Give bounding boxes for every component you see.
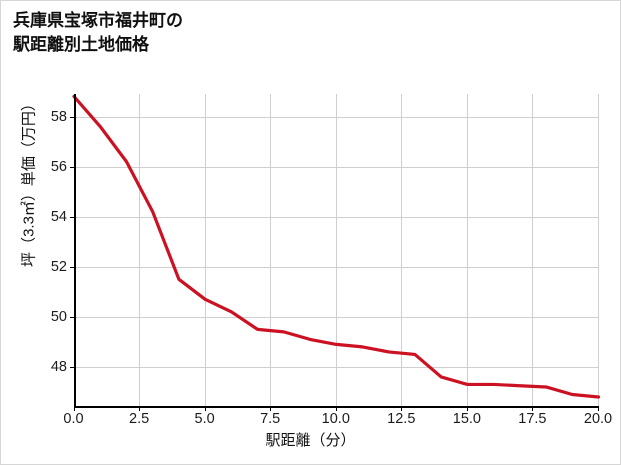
gridline-vertical	[532, 94, 534, 407]
y-tick-mark	[69, 166, 74, 168]
x-tick-mark	[270, 407, 272, 411]
x-tick-mark	[73, 407, 75, 411]
gridline-horizontal	[73, 216, 598, 218]
page-title: 兵庫県宝塚市福井町の 駅距離別土地価格	[13, 11, 183, 55]
y-tick-label: 48	[50, 358, 67, 375]
x-tick-mark	[204, 407, 206, 411]
gridline-vertical	[139, 94, 141, 407]
y-tick-label: 54	[50, 208, 67, 225]
x-tick-mark	[466, 407, 468, 411]
plot-background	[73, 94, 598, 407]
x-tick-label: 0.0	[63, 411, 84, 427]
x-tick-label: 2.5	[129, 411, 150, 427]
x-tick-mark	[139, 407, 141, 411]
x-tick-mark	[401, 407, 403, 411]
gridline-vertical	[401, 94, 403, 407]
x-axis-title: 駅距離（分）	[265, 432, 356, 449]
gridline-vertical	[204, 94, 206, 407]
gridline-vertical	[598, 94, 599, 407]
x-tick-label: 17.5	[518, 411, 547, 427]
gridline-vertical	[335, 94, 337, 407]
gridline-vertical	[270, 94, 272, 407]
y-tick-mark	[69, 366, 74, 368]
y-tick-label: 52	[50, 258, 67, 275]
x-tick-mark	[532, 407, 534, 411]
line-series-land-price	[71, 94, 600, 399]
x-tick-mark	[598, 407, 599, 411]
x-tick-label: 10.0	[321, 411, 350, 427]
x-tick-mark	[335, 407, 337, 411]
gridline-vertical	[466, 94, 468, 407]
x-tick-label: 15.0	[452, 411, 481, 427]
plot-area	[71, 94, 600, 407]
y-tick-mark	[69, 116, 74, 118]
gridline-horizontal	[73, 316, 598, 318]
gridline-horizontal	[73, 166, 598, 168]
gridline-horizontal	[73, 366, 598, 368]
y-axis-title: 坪（3.3㎡）単価（万円）	[20, 96, 38, 267]
x-tick-label: 5.0	[194, 411, 215, 427]
x-tick-label: 7.5	[260, 411, 281, 427]
y-tick-mark	[69, 316, 74, 318]
y-axis-spine	[73, 94, 76, 408]
gridline-horizontal	[73, 266, 598, 268]
x-tick-label: 20.0	[583, 411, 613, 427]
y-tick-label: 50	[50, 308, 67, 325]
y-tick-label: 58	[50, 108, 67, 125]
gridline-horizontal	[73, 116, 598, 118]
x-tick-label: 12.5	[387, 411, 416, 427]
y-tick-mark	[69, 266, 74, 268]
y-tick-mark	[69, 216, 74, 218]
y-tick-label: 56	[50, 158, 67, 175]
